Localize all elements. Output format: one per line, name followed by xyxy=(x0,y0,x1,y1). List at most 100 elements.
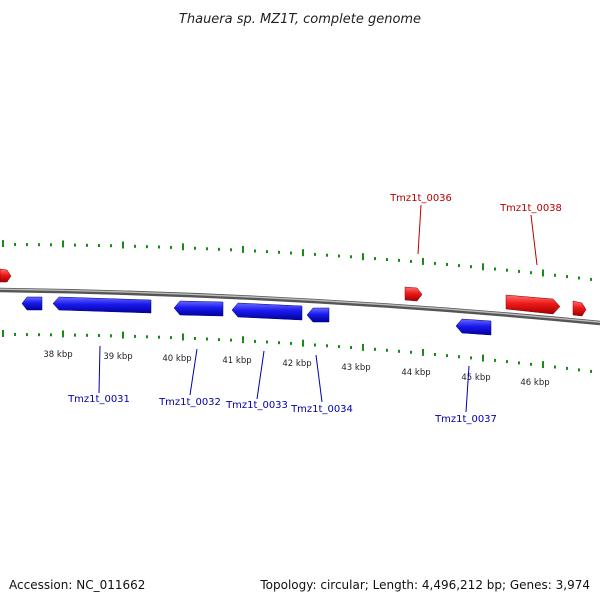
minor-tick xyxy=(374,347,376,351)
minor-tick xyxy=(86,333,88,337)
minor-tick xyxy=(26,243,28,247)
major-tick xyxy=(182,333,184,341)
minor-tick xyxy=(110,244,112,248)
minor-tick xyxy=(590,369,592,373)
minor-tick xyxy=(266,340,268,344)
gene-arrow-Tmz1t-0036[interactable] xyxy=(404,286,423,302)
major-tick xyxy=(242,336,244,344)
major-tick xyxy=(2,330,4,337)
minor-tick xyxy=(566,366,568,370)
minor-tick xyxy=(566,275,568,279)
minor-tick xyxy=(254,339,256,343)
gene-arrow-Tmz1t-0037[interactable] xyxy=(455,318,492,336)
minor-tick xyxy=(146,335,148,339)
minor-tick xyxy=(518,269,520,273)
minor-tick xyxy=(98,244,100,247)
minor-tick xyxy=(458,355,460,359)
minor-tick xyxy=(290,341,292,345)
backbone xyxy=(0,287,600,326)
gene-arrow-forward[interactable] xyxy=(572,300,587,317)
major-tick xyxy=(62,330,64,338)
minor-tick xyxy=(290,251,292,255)
gene-arrow-Tmz1t-0031[interactable] xyxy=(52,296,152,314)
kbp-label: 39 kbp xyxy=(103,352,132,362)
minor-tick xyxy=(470,356,472,360)
gene-arrow-Tmz1t-0038[interactable] xyxy=(505,294,561,315)
major-tick xyxy=(122,331,124,339)
gene-label-Tmz1t-0038[interactable]: Tmz1t_0038 xyxy=(499,203,562,214)
minor-tick xyxy=(218,247,220,251)
minor-tick xyxy=(86,243,88,247)
major-tick xyxy=(422,348,424,356)
kbp-label: 45 kbp xyxy=(461,373,490,383)
gene-arrow-Tmz1t-0034[interactable] xyxy=(306,307,330,323)
minor-tick xyxy=(14,333,16,336)
gene-label-Tmz1t-0036[interactable]: Tmz1t_0036 xyxy=(389,193,452,204)
kbp-label: 44 kbp xyxy=(401,368,430,378)
minor-tick xyxy=(230,248,232,252)
major-tick xyxy=(362,343,364,351)
kbp-label: 38 kbp xyxy=(43,350,72,360)
gene-label-Tmz1t-0032[interactable]: Tmz1t_0032 xyxy=(158,397,221,408)
kbp-label: 46 kbp xyxy=(520,378,549,388)
minor-tick xyxy=(74,243,76,247)
minor-tick xyxy=(494,267,496,271)
minor-tick xyxy=(578,276,580,280)
minor-tick xyxy=(38,243,40,247)
minor-tick xyxy=(194,246,196,250)
major-tick xyxy=(2,240,4,247)
gene-labels: Tmz1t_0031 Tmz1t_0032 Tmz1t_0033 Tmz1t_0… xyxy=(67,193,562,425)
minor-tick xyxy=(530,271,532,275)
kbp-label: 40 kbp xyxy=(162,354,191,364)
major-tick xyxy=(482,354,484,362)
minor-tick xyxy=(458,264,460,268)
leader-line xyxy=(98,345,101,394)
gene-label-Tmz1t-0033[interactable]: Tmz1t_0033 xyxy=(225,400,288,411)
major-tick xyxy=(542,361,544,369)
major-tick xyxy=(542,269,544,277)
minor-tick xyxy=(254,249,256,253)
gene-label-Tmz1t-0034[interactable]: Tmz1t_0034 xyxy=(290,404,353,415)
kbp-ruler: 38 kbp 39 kbp 40 kbp 41 kbp 42 kbp 43 kb… xyxy=(43,350,549,388)
gene-label-Tmz1t-0031[interactable]: Tmz1t_0031 xyxy=(67,394,130,405)
minor-tick xyxy=(50,243,52,247)
minor-tick xyxy=(410,259,412,263)
minor-tick xyxy=(350,346,352,349)
minor-tick xyxy=(314,343,316,347)
gene-label-Tmz1t-0037[interactable]: Tmz1t_0037 xyxy=(434,414,497,425)
kbp-label: 41 kbp xyxy=(222,356,251,366)
major-tick xyxy=(302,249,304,257)
minor-tick xyxy=(434,261,436,265)
minor-tick xyxy=(26,333,28,337)
minor-tick xyxy=(218,338,220,342)
gene-features xyxy=(0,268,587,336)
leader-line xyxy=(189,348,198,396)
minor-tick xyxy=(278,341,280,345)
minor-tick xyxy=(518,361,520,365)
minor-tick xyxy=(230,338,232,342)
minor-tick xyxy=(530,362,532,366)
gene-arrow-forward[interactable] xyxy=(0,268,12,283)
gene-arrow-reverse[interactable] xyxy=(21,296,43,311)
gene-arrow-Tmz1t-0032[interactable] xyxy=(173,300,224,317)
minor-tick xyxy=(578,368,580,372)
major-tick xyxy=(362,253,364,261)
minor-tick xyxy=(314,252,316,256)
minor-tick xyxy=(98,334,100,337)
minor-tick xyxy=(374,257,376,261)
leader-line xyxy=(256,350,265,400)
major-tick xyxy=(302,339,304,347)
minor-tick xyxy=(50,333,52,337)
minor-tick xyxy=(206,247,208,251)
genome-summary: Topology: circular; Length: 4,496,212 bp… xyxy=(260,578,590,592)
gene-arrow-Tmz1t-0033[interactable] xyxy=(231,302,303,321)
minor-tick xyxy=(446,354,448,358)
minor-tick xyxy=(146,245,148,249)
lower-tick-row xyxy=(2,330,592,373)
major-tick xyxy=(182,243,184,251)
minor-tick xyxy=(278,250,280,254)
major-tick xyxy=(422,257,424,265)
upper-tick-row xyxy=(2,240,592,281)
leader-line xyxy=(315,354,323,403)
